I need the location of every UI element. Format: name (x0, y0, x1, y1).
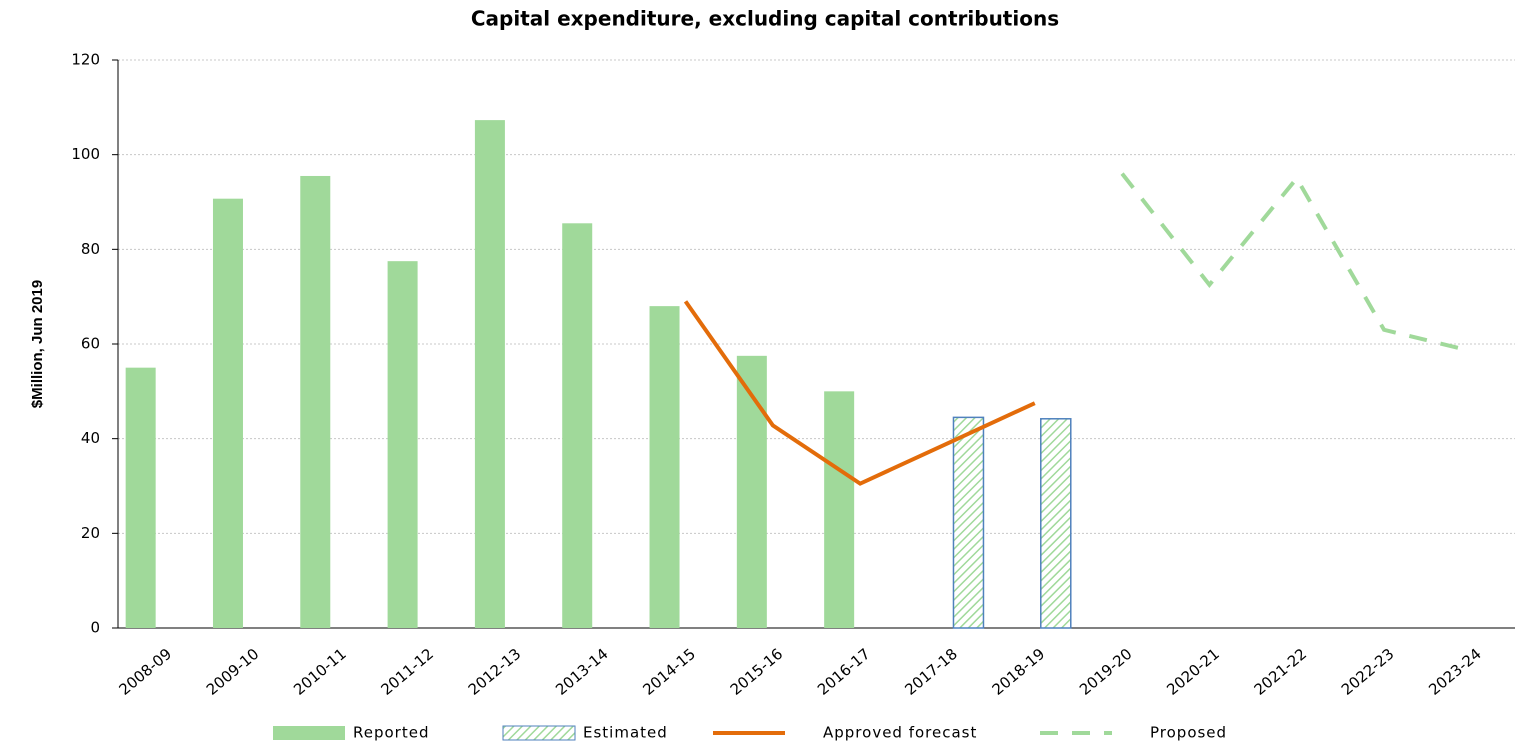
x-tick-label: 2020-21 (1163, 645, 1223, 699)
bar (387, 261, 418, 628)
x-tick-label: 2011-12 (377, 645, 437, 699)
line (683, 300, 1036, 486)
x-tick-label: 2023-24 (1425, 645, 1485, 699)
x-tick-label: 2015-16 (727, 645, 787, 699)
x-tick-label: 2019-20 (1076, 645, 1136, 699)
x-tick-label: 2010-11 (290, 645, 350, 699)
y-tick-label: 60 (81, 335, 100, 353)
bar (952, 416, 985, 629)
legend-label: Estimated (583, 724, 668, 742)
bar (649, 306, 680, 628)
x-tick-label: 2014-15 (639, 645, 699, 699)
x-tick-label: 2009-10 (203, 645, 263, 699)
x-tick-label: 2018-19 (989, 645, 1049, 699)
x-tick-label: 2022-23 (1338, 645, 1398, 699)
bar (300, 175, 331, 628)
x-tick-label: 2016-17 (814, 645, 874, 699)
y-tick-label: 40 (81, 429, 100, 447)
x-tick-label: 2013-14 (552, 645, 612, 699)
x-tick-label: 2017-18 (901, 645, 961, 699)
y-axis-label: $Million, Jun 2019 (29, 280, 46, 408)
bar (562, 223, 593, 629)
y-tick-label: 120 (71, 51, 100, 69)
legend-label: Reported (353, 724, 429, 742)
legend-swatch (273, 726, 345, 740)
bar (212, 198, 243, 629)
y-tick-label: 100 (71, 145, 100, 163)
y-tick-label: 80 (81, 240, 100, 258)
bar (1040, 418, 1072, 629)
line (1120, 172, 1472, 354)
legend-label: Proposed (1150, 724, 1227, 742)
y-tick-label: 20 (81, 524, 100, 542)
bar (474, 120, 505, 628)
bar (125, 367, 156, 628)
bar (736, 355, 767, 628)
legend-label: Approved forecast (823, 724, 977, 742)
x-tick-label: 2008-09 (116, 645, 176, 699)
bar (824, 391, 855, 628)
y-tick-label: 0 (90, 619, 100, 637)
x-tick-label: 2021-22 (1251, 645, 1311, 699)
chart-title: Capital expenditure, excluding capital c… (471, 7, 1059, 31)
legend-swatch (502, 725, 576, 741)
x-tick-label: 2012-13 (465, 645, 525, 699)
